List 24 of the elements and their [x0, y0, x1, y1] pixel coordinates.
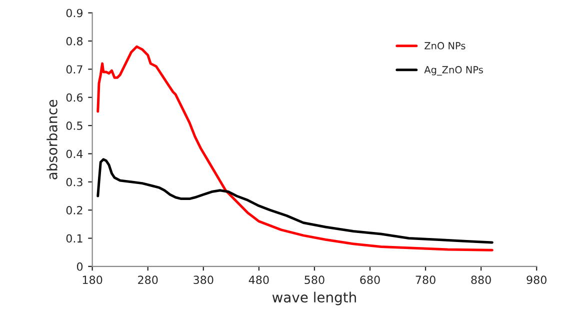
legend-label: ZnO NPs [424, 42, 466, 50]
y-tick-label: 0.8 [66, 36, 83, 46]
y-tick-label: 0.2 [66, 206, 82, 214]
y-tick-label: 0.9 [66, 8, 83, 18]
x-tick-label: 980 [526, 276, 546, 284]
x-tick-label: 580 [304, 276, 324, 284]
x-tick-label: 480 [248, 276, 269, 284]
y-tick-label: 0.4 [66, 150, 83, 158]
y-tick-label: 0.6 [66, 93, 83, 102]
x-tick-label: 380 [194, 276, 214, 284]
y-tick-label: 0.3 [66, 178, 82, 186]
legend-label: Ag_ZnO NPs [424, 66, 483, 76]
y-tick-label: 0.5 [66, 122, 82, 130]
y-tick-label: 0.1 [66, 234, 82, 243]
y-axis-title: absorbance [46, 100, 58, 180]
x-tick-label: 880 [471, 276, 491, 284]
x-axis-title: wave length [272, 292, 356, 306]
x-tick-label: 280 [138, 276, 158, 284]
x-tick-label: 680 [360, 276, 380, 284]
x-tick-label: 780 [416, 276, 436, 284]
y-tick-label: 0 [76, 262, 83, 271]
line-series [96, 158, 494, 244]
y-tick-label: 0.7 [66, 65, 82, 74]
x-tick-label: 180 [82, 276, 102, 284]
